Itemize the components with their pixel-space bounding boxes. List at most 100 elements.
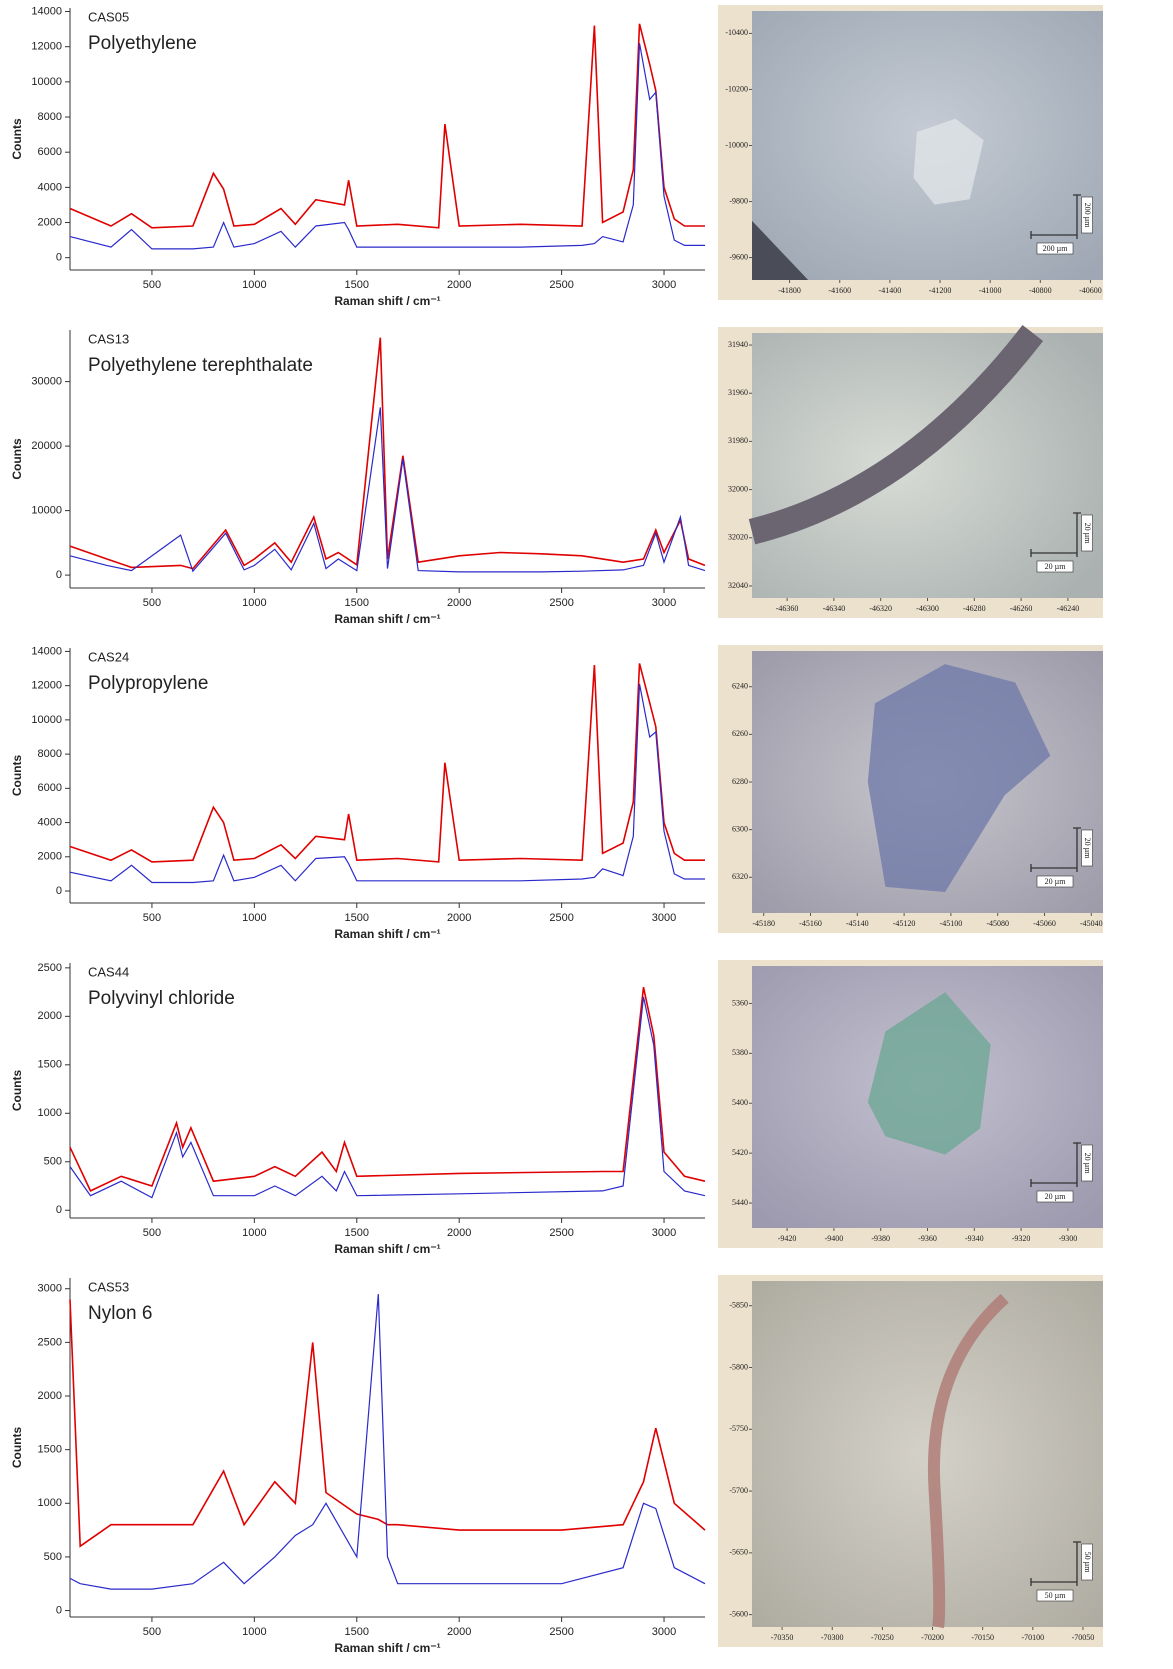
y-tick-label: -5700 <box>729 1486 748 1495</box>
micrograph <box>752 333 1103 598</box>
scale-box <box>1081 1144 1093 1182</box>
sample-label: CAS13 <box>88 331 129 346</box>
x-tick-label: 1000 <box>242 1227 266 1239</box>
spectrum-line <box>69 43 705 250</box>
particle <box>913 118 984 205</box>
x-tick-label: -9360 <box>918 1234 937 1243</box>
x-tick-label: -45100 <box>940 919 963 928</box>
y-tick-label: -5800 <box>729 1362 748 1371</box>
y-tick-label: 10000 <box>31 505 62 517</box>
y-tick-label: 500 <box>44 1156 62 1168</box>
scale-bar <box>1030 512 1081 557</box>
y-tick-label: -10400 <box>725 28 748 37</box>
x-tick-label: -70300 <box>821 1633 844 1642</box>
x-tick-label: 2500 <box>549 1626 573 1638</box>
y-tick-label: 10000 <box>31 76 62 88</box>
scale-label: 20 µm <box>1045 1192 1067 1201</box>
y-tick-label: 6000 <box>38 782 62 794</box>
y-tick-label: 4000 <box>38 181 62 193</box>
x-tick-label: -9340 <box>965 1234 984 1243</box>
y-tick-label: 500 <box>44 1551 62 1563</box>
y-tick-label: 12000 <box>31 680 62 692</box>
y-tick-label: 0 <box>56 885 62 897</box>
y-tick-label: -9600 <box>729 252 748 261</box>
x-axis-label: Raman shift / cm⁻¹ <box>334 612 440 626</box>
scale-label: 200 µm <box>1043 244 1069 253</box>
scale-box <box>1036 1190 1074 1203</box>
y-tick-label: 30000 <box>31 376 62 388</box>
x-tick-label: -45180 <box>752 919 775 928</box>
x-tick-label: -46240 <box>1057 604 1080 613</box>
x-tick-label: 2000 <box>447 1227 471 1239</box>
x-tick-label: 1000 <box>242 1626 266 1638</box>
y-tick-label: -10200 <box>725 84 748 93</box>
x-tick-label: -70200 <box>921 1633 944 1642</box>
x-tick-label: 2000 <box>447 597 471 609</box>
scale-box <box>1081 829 1093 867</box>
y-tick-label: 8000 <box>38 111 62 123</box>
x-tick-label: 3000 <box>652 597 676 609</box>
x-tick-label: -9400 <box>825 1234 844 1243</box>
x-tick-label: -9320 <box>1012 1234 1031 1243</box>
y-tick-label: 5400 <box>732 1098 748 1107</box>
sample-label: CAS05 <box>88 9 129 24</box>
scale-label: 50 µm <box>1045 1591 1067 1600</box>
y-tick-label: 6000 <box>38 146 62 158</box>
x-tick-label: -46320 <box>869 604 892 613</box>
y-tick-label: -5850 <box>729 1301 748 1310</box>
spectrum-line <box>69 663 705 863</box>
x-tick-label: -46260 <box>1010 604 1033 613</box>
x-tick-label: 1500 <box>345 597 369 609</box>
x-tick-label: -45040 <box>1080 919 1103 928</box>
y-tick-label: -10000 <box>725 140 748 149</box>
y-tick-label: 2000 <box>38 1010 62 1022</box>
x-tick-label: -46340 <box>823 604 846 613</box>
scale-label: 200 µm <box>1083 203 1092 229</box>
scale-box <box>1036 242 1074 255</box>
x-tick-label: -70150 <box>971 1633 994 1642</box>
y-tick-label: 6320 <box>732 872 748 881</box>
x-tick-label: -45160 <box>799 919 822 928</box>
x-tick-label: -41600 <box>828 286 851 295</box>
spectrum-line <box>69 1294 706 1590</box>
scale-label: 20 µm <box>1045 877 1067 886</box>
x-tick-label: 1500 <box>345 1626 369 1638</box>
polymer-name: Nylon 6 <box>88 1303 152 1324</box>
x-tick-label: -70350 <box>771 1633 794 1642</box>
y-axis-label: Counts <box>10 118 24 160</box>
x-tick-label: -45060 <box>1033 919 1056 928</box>
x-tick-label: 2000 <box>447 279 471 291</box>
x-tick-label: -40800 <box>1029 286 1052 295</box>
x-tick-label: -9420 <box>778 1234 797 1243</box>
y-tick-label: 6260 <box>732 729 748 738</box>
scale-box <box>1036 1589 1074 1602</box>
spectrum-line <box>69 337 706 570</box>
sample-label: CAS24 <box>88 649 129 664</box>
x-tick-label: -46360 <box>776 604 799 613</box>
y-tick-label: 32040 <box>728 581 748 590</box>
x-tick-label: 500 <box>143 1227 161 1239</box>
x-tick-label: -41200 <box>929 286 952 295</box>
x-tick-label: -70100 <box>1021 1633 1044 1642</box>
x-tick-label: -41800 <box>778 286 801 295</box>
x-tick-label: 2500 <box>549 912 573 924</box>
particle <box>867 664 1051 893</box>
spectrum-line <box>69 683 705 884</box>
scale-box <box>1081 514 1093 552</box>
scale-label: 20 µm <box>1083 523 1092 545</box>
y-tick-label: 1500 <box>38 1059 62 1071</box>
x-tick-label: -45140 <box>846 919 869 928</box>
x-tick-label: 3000 <box>652 1626 676 1638</box>
polymer-name: Polyethylene terephthalate <box>88 355 313 376</box>
sample-label: CAS44 <box>88 964 129 979</box>
scale-label: 20 µm <box>1083 1153 1092 1175</box>
y-tick-label: 2000 <box>38 851 62 863</box>
polymer-name: Polyvinyl chloride <box>88 988 235 1009</box>
y-tick-label: 31960 <box>728 388 748 397</box>
spectrum-line <box>69 407 706 573</box>
x-tick-label: -45120 <box>893 919 916 928</box>
y-tick-label: 1000 <box>38 1107 62 1119</box>
scale-box <box>1081 196 1093 234</box>
y-tick-label: -5750 <box>729 1424 748 1433</box>
